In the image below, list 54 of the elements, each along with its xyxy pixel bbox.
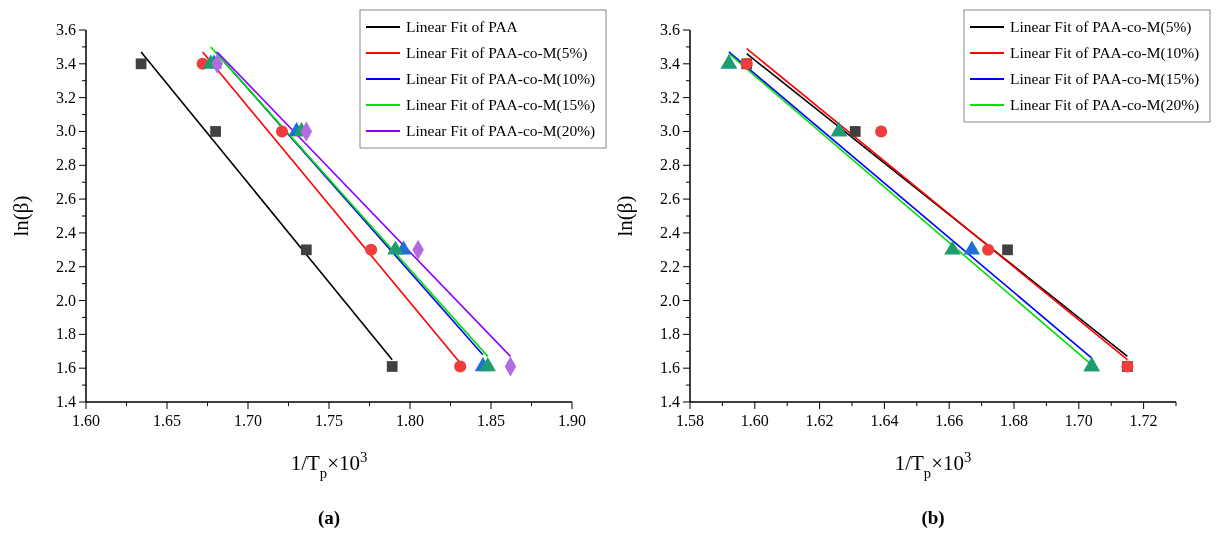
y-tick-label: 2.8: [660, 156, 680, 174]
x-tick-label: 1.62: [805, 412, 834, 429]
y-tick-label: 2.0: [56, 291, 76, 309]
y-tick-label: 3.2: [660, 88, 680, 106]
y-tick-label: 2.4: [56, 223, 76, 241]
y-axis-title: ln(β): [9, 195, 33, 237]
y-tick-label: 1.8: [660, 325, 680, 343]
y-tick-label: 2.2: [660, 257, 680, 275]
x-tick-label: 1.58: [676, 412, 704, 429]
legend-label: Linear Fit of PAA: [406, 18, 519, 35]
y-tick-label: 1.8: [56, 325, 76, 343]
text: (b): [921, 507, 945, 529]
y-tick-label: 1.4: [660, 393, 680, 410]
x-tick-label: 1.70: [1064, 412, 1093, 429]
x-tick-label: 1.60: [740, 412, 769, 429]
y-tick-label: 2.0: [660, 291, 680, 309]
x-tick-label: 1.75: [315, 412, 343, 429]
x-tick-label: 1.68: [1000, 412, 1028, 429]
legend-label: Linear Fit of PAA-co-M(15%): [406, 96, 596, 114]
y-tick-label: 3.0: [56, 122, 76, 140]
x-tick-label: 1.90: [558, 412, 586, 429]
y-tick-label: 2.2: [56, 257, 76, 275]
y-tick-label: 3.6: [56, 21, 76, 38]
x-tick-label: 1.80: [396, 412, 424, 429]
x-tick-label: 1.70: [234, 412, 262, 429]
x-tick-label: 1.65: [153, 412, 181, 429]
legend-label: Linear Fit of PAA-co-M(20%): [1010, 96, 1200, 114]
x-tick-label: 1.66: [935, 412, 964, 429]
y-tick-label: 3.4: [660, 54, 680, 72]
y-tick-label: 2.6: [660, 190, 680, 208]
y-tick-label: 3.6: [660, 21, 680, 38]
y-tick-label: 2.8: [56, 156, 76, 174]
legend-label: Linear Fit of PAA-co-M(10%): [406, 70, 596, 88]
x-tick-label: 1.85: [477, 412, 505, 429]
x-tick-label: 1.60: [72, 412, 100, 429]
y-tick-label: 3.2: [56, 88, 76, 106]
text: (a): [317, 507, 341, 529]
legend-label: Linear Fit of PAA-co-M(5%): [1010, 18, 1192, 36]
y-tick-label: 1.6: [56, 359, 76, 377]
y-tick-label: 3.4: [56, 54, 76, 72]
legend-label: Linear Fit of PAA-co-M(10%): [1010, 44, 1200, 62]
legend-label: Linear Fit of PAA-co-M(20%): [406, 122, 596, 140]
y-tick-label: 1.4: [56, 393, 76, 410]
x-tick-label: 1.72: [1129, 412, 1158, 429]
y-tick-label: 2.4: [660, 223, 680, 241]
x-tick-label: 1.64: [870, 412, 899, 429]
y-tick-label: 3.0: [660, 122, 680, 140]
y-tick-label: 2.6: [56, 190, 76, 208]
x-axis-title: 1/T$_{p}$×10$^{3}$: [894, 449, 972, 481]
y-axis-title: ln(β): [613, 195, 637, 237]
x-axis-title: 1/T$_{p}$×10$^{3}$: [290, 449, 368, 481]
legend-label: Linear Fit of PAA-co-M(5%): [406, 44, 588, 62]
y-tick-label: 1.6: [660, 359, 680, 377]
legend-label: Linear Fit of PAA-co-M(15%): [1010, 70, 1200, 88]
